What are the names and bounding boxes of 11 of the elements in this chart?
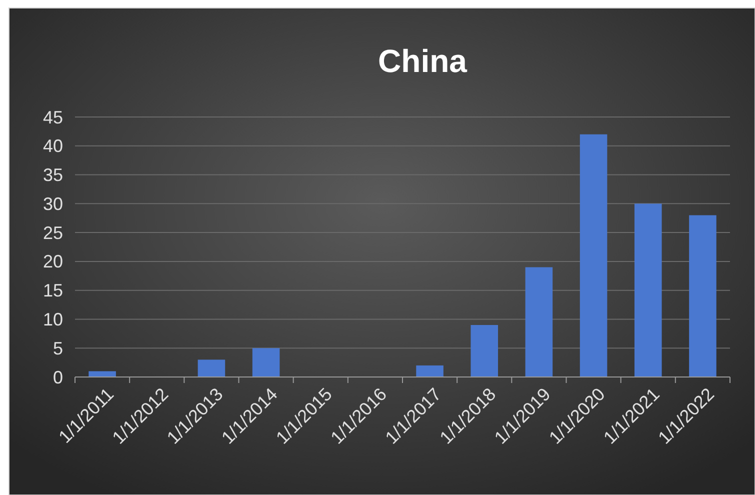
y-tick-label: 5 — [52, 338, 63, 358]
y-tick-label: 35 — [42, 165, 63, 186]
y-tick-label: 30 — [42, 194, 63, 214]
y-tick-label: 40 — [42, 136, 63, 156]
y-tick-label: 10 — [42, 310, 63, 330]
y-tick-label: 45 — [42, 107, 63, 128]
y-tick-label: 15 — [42, 280, 63, 301]
chart-title: China — [378, 43, 468, 79]
y-tick-label: 0 — [52, 367, 63, 388]
y-tick-label: 25 — [42, 222, 63, 243]
y-tick-label: 20 — [42, 252, 63, 272]
